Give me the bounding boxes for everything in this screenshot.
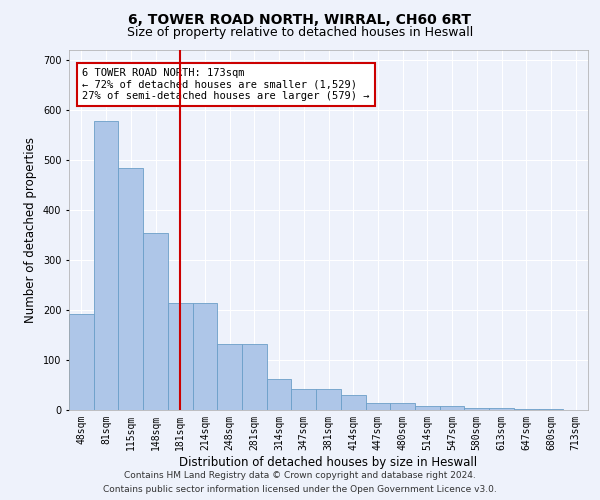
Bar	[316, 389, 341, 410]
Text: 6, TOWER ROAD NORTH, WIRRAL, CH60 6RT: 6, TOWER ROAD NORTH, WIRRAL, CH60 6RT	[128, 12, 472, 26]
Bar	[267, 378, 292, 410]
Bar	[464, 408, 489, 410]
X-axis label: Distribution of detached houses by size in Heswall: Distribution of detached houses by size …	[179, 456, 478, 468]
Bar	[341, 395, 365, 410]
Bar	[365, 402, 390, 410]
Bar	[489, 408, 514, 410]
Bar	[69, 314, 94, 410]
Bar	[143, 232, 168, 410]
Bar	[118, 168, 143, 410]
Bar	[539, 409, 563, 410]
Bar	[193, 302, 217, 410]
Bar	[440, 406, 464, 410]
Bar	[292, 389, 316, 410]
Y-axis label: Number of detached properties: Number of detached properties	[25, 137, 37, 323]
Bar	[168, 302, 193, 410]
Bar	[242, 344, 267, 410]
Text: Size of property relative to detached houses in Heswall: Size of property relative to detached ho…	[127, 26, 473, 39]
Text: Contains HM Land Registry data © Crown copyright and database right 2024.
Contai: Contains HM Land Registry data © Crown c…	[103, 472, 497, 494]
Bar	[415, 406, 440, 410]
Bar	[514, 409, 539, 410]
Bar	[390, 402, 415, 410]
Text: 6 TOWER ROAD NORTH: 173sqm
← 72% of detached houses are smaller (1,529)
27% of s: 6 TOWER ROAD NORTH: 173sqm ← 72% of deta…	[82, 68, 370, 101]
Bar	[94, 121, 118, 410]
Bar	[217, 344, 242, 410]
